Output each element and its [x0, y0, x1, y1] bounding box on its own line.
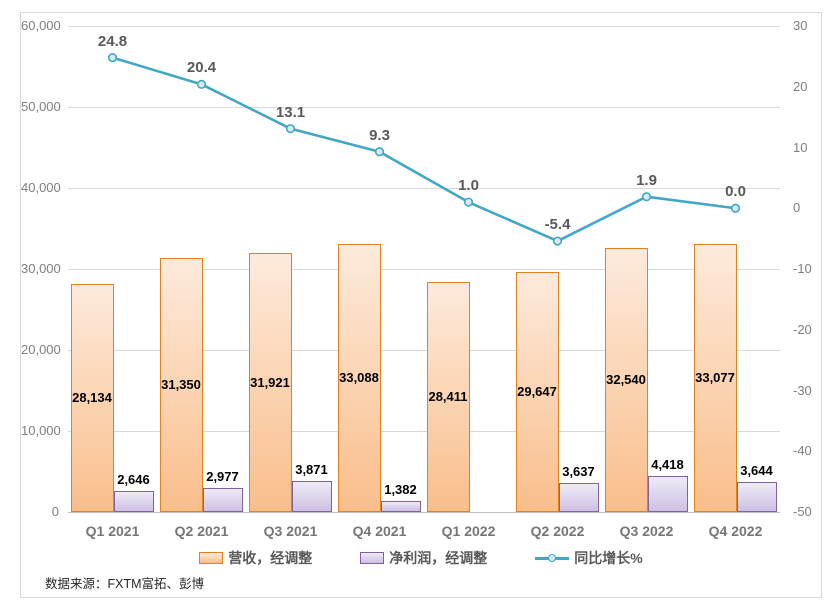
yoy-value-label: -5.4: [544, 216, 571, 234]
source-note: 数据来源：FXTM富拓、彭博: [45, 577, 205, 591]
yoy-value-label: 13.1: [275, 103, 306, 121]
right-axis-tick: -20: [793, 321, 812, 337]
bar-value-label: 33,088: [339, 369, 379, 385]
bar-revenue: [159, 258, 203, 512]
yoy-line-marker: [552, 236, 563, 246]
right-axis-tick: -10: [793, 261, 812, 276]
yoy-value-label: 20.4: [186, 59, 217, 77]
left-axis-tick: 20,000: [21, 342, 61, 357]
yoy-value-label: 1.9: [636, 171, 657, 189]
gridline: [68, 107, 780, 108]
bar-value-label: 3,871: [295, 461, 328, 477]
gridline: [68, 188, 780, 189]
right-axis-tick: -30: [793, 382, 812, 398]
bar-revenue: [426, 281, 470, 512]
bar-value-label: 4,418: [651, 457, 684, 473]
yoy-line-marker: [374, 147, 385, 157]
right-axis-tick: -40: [793, 443, 812, 459]
yoy-growth-line: [107, 52, 741, 246]
bar-revenue: [515, 271, 559, 512]
netprofit-swatch-icon: [360, 552, 385, 564]
bar-netprofit: [113, 490, 154, 512]
left-axis-tick: 60,000: [21, 18, 61, 33]
legend-item-yoy: 同比增长%: [535, 548, 643, 568]
legend-label-netprofit: 净利润，经调整: [389, 550, 488, 566]
gridline: [68, 26, 780, 27]
left-axis-tick: 0: [51, 504, 59, 519]
x-axis-label: Q2 2022: [530, 523, 585, 539]
yoy-line-swatch-icon: [535, 552, 570, 564]
bar-value-label: 33,077: [695, 370, 735, 386]
bar-netprofit: [736, 482, 777, 512]
x-axis-label: Q2 2021: [174, 523, 229, 539]
x-axis-label: Q3 2022: [619, 523, 674, 539]
bar-revenue: [604, 248, 648, 512]
left-axis-tick: 10,000: [21, 423, 61, 438]
yoy-line-marker: [730, 203, 741, 213]
bar-netprofit: [380, 500, 421, 512]
x-axis-label: Q1 2022: [441, 523, 496, 539]
chart-figure: 28,134 31,350 31,921 33,088 28,411 29,647 32,5…: [20, 12, 822, 598]
legend: 营收，经调整 净利润，经调整 同比增长%: [21, 548, 821, 568]
x-axis-label: Q4 2021: [352, 523, 407, 539]
bar-value-label: 3,644: [740, 463, 773, 479]
right-axis-tick: 20: [793, 78, 808, 94]
yoy-value-label: 9.3: [369, 126, 390, 144]
yoy-value-label: 24.8: [97, 32, 128, 50]
bar-value-label: 31,350: [161, 377, 201, 393]
bar-value-label: 31,921: [250, 374, 290, 390]
bar-revenue: [248, 253, 292, 512]
yoy-line-marker: [641, 192, 652, 202]
bar-value-label: 28,411: [428, 388, 468, 404]
bar-value-label: 2,977: [206, 468, 239, 484]
bar-revenue: [70, 284, 114, 512]
legend-label-revenue: 营收，经调整: [228, 550, 313, 566]
gridline: [68, 350, 780, 351]
gridline: [68, 431, 780, 432]
bar-value-label: 28,134: [72, 390, 112, 406]
bar-revenue: [337, 243, 381, 512]
left-axis-tick: 50,000: [21, 99, 61, 114]
plot-area: 28,134 31,350 31,921 33,088 28,411 29,647 32,5…: [68, 26, 780, 513]
yoy-value-label: 0.0: [725, 183, 746, 201]
yoy-line-marker: [107, 52, 118, 63]
bar-value-label: 3,637: [562, 463, 595, 479]
legend-item-revenue: 营收，经调整: [199, 548, 312, 568]
legend-item-netprofit: 净利润，经调整: [360, 548, 487, 568]
right-axis-tick: -50: [793, 504, 812, 519]
gridline: [68, 269, 780, 270]
bar-netprofit: [558, 482, 599, 512]
right-axis-tick: 0: [793, 200, 801, 216]
bar-value-label: 29,647: [517, 383, 557, 399]
yoy-line-path: [112, 56, 736, 243]
right-axis-tick: 10: [793, 139, 808, 155]
left-axis-tick: 40,000: [21, 180, 61, 195]
yoy-value-label: 1.0: [458, 177, 479, 195]
left-axis-tick: 30,000: [21, 261, 61, 276]
x-axis-label: Q4 2022: [708, 523, 763, 539]
bar-netprofit: [291, 480, 332, 512]
x-axis-baseline: [68, 512, 780, 513]
bar-netprofit: [647, 476, 688, 512]
bar-revenue: [693, 244, 737, 512]
bar-value-label: 1,382: [384, 481, 417, 497]
legend-label-yoy: 同比增长%: [574, 550, 643, 566]
yoy-line-marker: [285, 124, 296, 134]
yoy-line-marker: [196, 79, 207, 89]
bar-value-label: 32,540: [606, 372, 646, 388]
x-axis-label: Q3 2021: [263, 523, 318, 539]
bar-value-label: 2,646: [117, 471, 150, 487]
bar-netprofit: [202, 487, 243, 512]
right-axis-tick: 30: [793, 18, 808, 33]
x-axis-label: Q1 2021: [85, 523, 140, 539]
yoy-line-marker: [463, 197, 474, 207]
revenue-swatch-icon: [199, 552, 224, 564]
